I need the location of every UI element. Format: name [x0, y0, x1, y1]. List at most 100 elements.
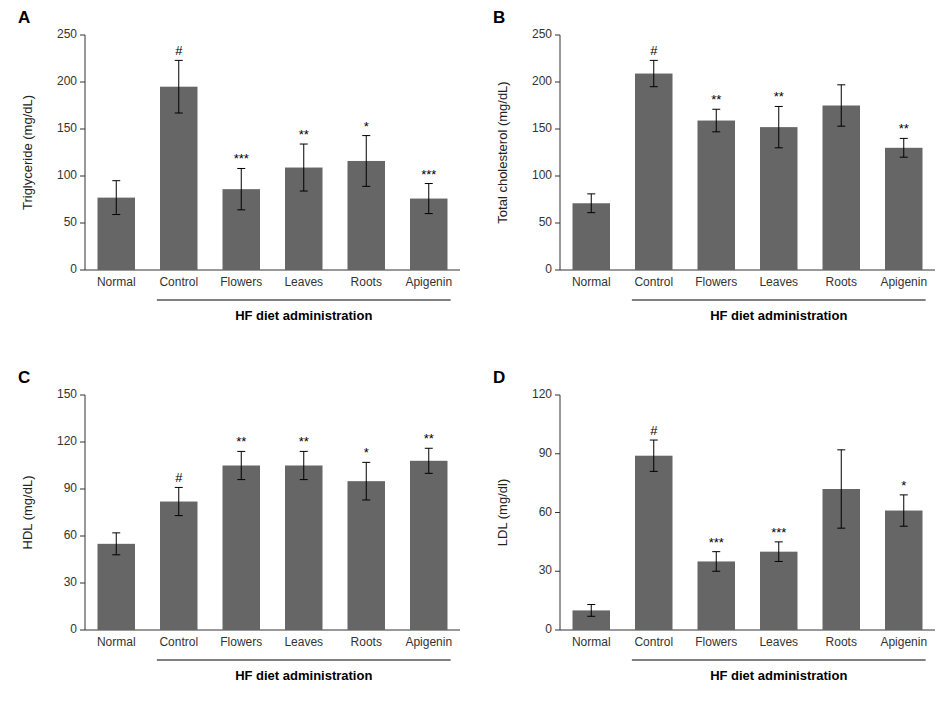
- error-bar: [587, 194, 595, 213]
- marks: [98, 60, 448, 270]
- y-tick: [555, 35, 560, 36]
- error-stem: [116, 181, 117, 215]
- x-tick-label: Flowers: [695, 275, 737, 289]
- error-stem: [116, 533, 117, 555]
- error-cap: [425, 183, 433, 184]
- error-bar: [587, 605, 595, 617]
- x-tick-label: Roots: [826, 635, 857, 649]
- bar: [635, 456, 673, 630]
- panel-label: B: [493, 8, 505, 27]
- y-tick: [555, 176, 560, 177]
- error-cap: [775, 541, 783, 542]
- error-stem: [903, 138, 904, 157]
- y-tick-label: 250: [57, 27, 77, 41]
- significance-label: **: [424, 431, 434, 446]
- x-tick-label: Flowers: [695, 635, 737, 649]
- x-tick-label: Leaves: [759, 275, 798, 289]
- x-tick-label: Control: [159, 275, 198, 289]
- x-tick-label: Roots: [826, 275, 857, 289]
- error-bar: [237, 168, 245, 209]
- x-tick-label: Normal: [97, 635, 136, 649]
- error-stem: [903, 495, 904, 526]
- error-bar: [837, 450, 845, 528]
- error-cap: [425, 448, 433, 449]
- significance-label: **: [236, 434, 246, 449]
- y-tick: [555, 270, 560, 271]
- error-bar: [775, 106, 783, 147]
- y-tick-label: 0: [70, 262, 77, 276]
- error-cap: [175, 487, 183, 488]
- error-bar: [300, 451, 308, 479]
- bracket: [157, 300, 451, 301]
- y-tick: [80, 129, 85, 130]
- y-tick-label: 100: [532, 168, 552, 182]
- error-cap: [775, 106, 783, 107]
- x-axis-line: [560, 270, 935, 271]
- bracket: [632, 660, 926, 661]
- error-cap: [237, 479, 245, 480]
- error-bar: [900, 495, 908, 526]
- y-tick: [555, 129, 560, 130]
- error-cap: [837, 84, 845, 85]
- significance-label: #: [650, 43, 658, 58]
- error-bar: [112, 181, 120, 215]
- bar: [98, 544, 136, 630]
- error-stem: [716, 109, 717, 132]
- error-bar: [175, 487, 183, 515]
- panel: 0306090120NormalControlFlowersLeavesRoot…: [493, 368, 935, 683]
- error-cap: [650, 471, 658, 472]
- y-tick-label: 150: [532, 121, 552, 135]
- error-stem: [366, 462, 367, 500]
- significance-label: #: [175, 470, 183, 485]
- panel: 050100150200250NormalControlFlowersLeave…: [18, 8, 460, 323]
- y-tick: [555, 395, 560, 396]
- significance-label: **: [299, 127, 309, 142]
- y-tick-label: 0: [545, 622, 552, 636]
- error-cap: [900, 494, 908, 495]
- error-cap: [712, 571, 720, 572]
- error-bar: [112, 533, 120, 555]
- panel-label: C: [18, 368, 30, 387]
- error-cap: [650, 440, 658, 441]
- error-bar: [362, 136, 370, 187]
- bar: [885, 511, 923, 630]
- bar: [885, 148, 923, 270]
- panel: 050100150200250NormalControlFlowersLeave…: [493, 8, 935, 323]
- x-tick-label: Roots: [351, 275, 382, 289]
- error-cap: [587, 616, 595, 617]
- y-axis-label: LDL (mg/dl): [495, 479, 510, 546]
- y-tick: [80, 223, 85, 224]
- x-tick-label: Roots: [351, 635, 382, 649]
- significance-label: **: [711, 92, 721, 107]
- y-tick-label: 50: [64, 215, 78, 229]
- error-stem: [241, 451, 242, 479]
- error-cap: [300, 451, 308, 452]
- error-bar: [900, 138, 908, 157]
- error-stem: [303, 144, 304, 191]
- bar: [348, 481, 386, 630]
- y-tick-label: 90: [539, 446, 553, 460]
- y-tick-label: 100: [57, 168, 77, 182]
- y-tick: [555, 571, 560, 572]
- x-tick-label: Normal: [97, 275, 136, 289]
- error-stem: [241, 168, 242, 209]
- y-tick-label: 120: [532, 387, 552, 401]
- error-cap: [362, 135, 370, 136]
- bar: [573, 203, 611, 270]
- error-cap: [112, 554, 120, 555]
- y-tick: [80, 82, 85, 83]
- x-tick-label: Flowers: [220, 275, 262, 289]
- bar: [160, 502, 198, 630]
- significance-label: **: [774, 89, 784, 104]
- error-cap: [900, 138, 908, 139]
- y-axis-line: [85, 395, 86, 630]
- x-tick-label: Leaves: [284, 275, 323, 289]
- error-bar: [775, 542, 783, 562]
- error-cap: [112, 180, 120, 181]
- bar: [823, 106, 861, 271]
- error-stem: [366, 136, 367, 187]
- x-tick-label: Control: [634, 635, 673, 649]
- y-tick-label: 90: [64, 481, 78, 495]
- error-bar: [362, 462, 370, 500]
- x-tick-label: Apigenin: [405, 635, 452, 649]
